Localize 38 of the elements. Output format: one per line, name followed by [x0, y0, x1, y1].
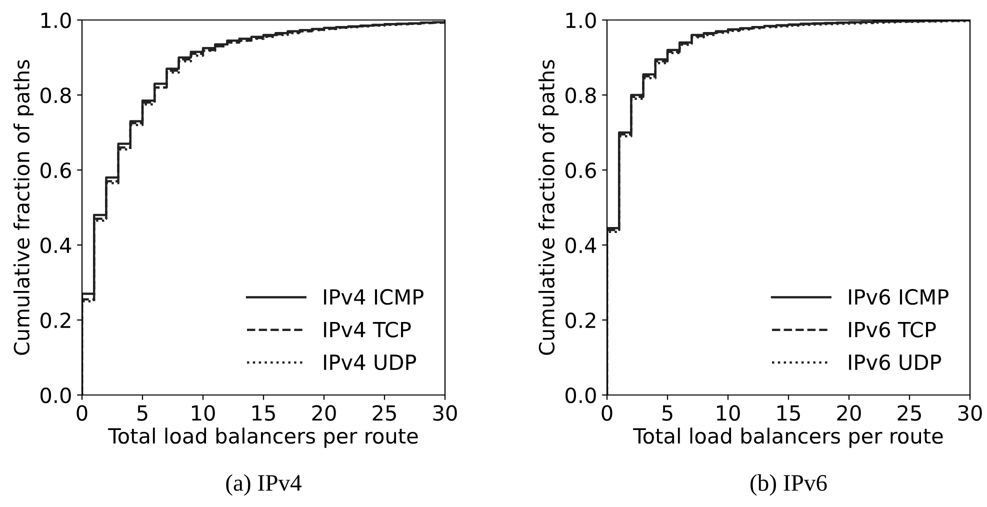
- x-tick-label: 0: [602, 405, 612, 421]
- x-tick-label: 20: [837, 405, 861, 421]
- legend-label: IPv6 ICMP: [849, 289, 948, 305]
- text: (a) IPv4: [226, 474, 302, 496]
- x-tick-label: 30: [433, 405, 457, 421]
- legend-label: IPv4 UDP: [324, 354, 416, 370]
- y-axis-title: Cumulative fraction of paths: [538, 60, 559, 355]
- y-tick-label: 0.8: [566, 87, 596, 104]
- text: (b) IPv6: [750, 474, 827, 496]
- legend-label: IPv4 ICMP: [324, 289, 424, 305]
- x-tick-label: 15: [778, 405, 800, 421]
- y-tick-label: 0.0: [566, 387, 596, 404]
- y-tick-label: 1.0: [566, 12, 596, 28]
- y-tick-label: 0.2: [40, 312, 70, 328]
- y-tick-label: 0.4: [566, 237, 596, 254]
- x-tick-label: 25: [898, 405, 921, 421]
- y-tick-label: 0.2: [566, 312, 596, 328]
- y-axis-title: Cumulative fraction of paths: [13, 60, 34, 355]
- y-tick-label: 0.6: [40, 162, 71, 178]
- x-tick-label: 0: [76, 405, 88, 421]
- x-tick-label: 15: [252, 405, 275, 421]
- x-tick-label: 30: [958, 405, 982, 421]
- legend-label: IPv6 TCP: [849, 322, 936, 338]
- x-tick-label: 10: [717, 405, 740, 421]
- legend-label: IPv4 TCP: [324, 322, 411, 338]
- legend-label: IPv6 UDP: [849, 354, 942, 370]
- y-tick-label: 0.4: [40, 237, 72, 254]
- y-tick-label: 1.0: [41, 12, 71, 28]
- x-tick-label: 25: [372, 405, 396, 421]
- x-axis-title: Total load balancers per route: [633, 428, 943, 448]
- y-tick-label: 0.6: [566, 162, 596, 178]
- x-tick-label: 20: [312, 405, 336, 421]
- x-tick-label: 10: [192, 405, 215, 421]
- y-tick-label: 0.8: [40, 87, 71, 104]
- y-tick-label: 0.0: [40, 387, 71, 404]
- x-tick-label: 5: [137, 405, 148, 421]
- x-tick-label: 5: [662, 405, 672, 421]
- x-axis-title: Total load balancers per route: [108, 428, 418, 448]
